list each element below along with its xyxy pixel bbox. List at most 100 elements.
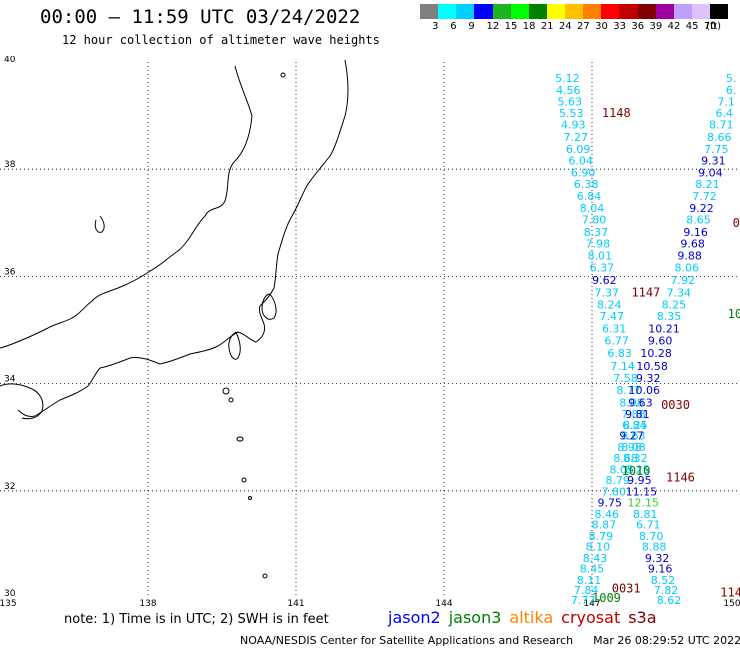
wave-height-value: 11.15 [626, 485, 658, 498]
wave-height-value: 5. [726, 72, 737, 85]
wave-height-value: 5.12 [555, 72, 580, 85]
credit-line: NOAA/NESDIS Center for Satellite Applica… [240, 634, 740, 647]
pass-time-label: 00 [733, 216, 740, 230]
wave-height-value: 8.35 [657, 310, 682, 323]
pacific-coastline [17, 59, 349, 417]
wave-height-value: 9.68 [680, 238, 705, 251]
wave-height-value: 7.27 [563, 131, 588, 144]
color-swatch [474, 4, 493, 19]
map-subtitle: 12 hour collection of altimeter wave hei… [62, 33, 380, 47]
wave-height-value: 8.04 [580, 202, 605, 215]
color-scale-bar [420, 4, 729, 19]
map-title: 00:00 – 11:59 UTC 03/24/2022 [40, 6, 361, 28]
wave-height-value: 8.08 [621, 441, 646, 454]
wave-height-value: 8.45 [580, 563, 605, 576]
wave-height-value: 8.68 [613, 452, 638, 465]
wave-height-value: 7.82 [654, 584, 679, 597]
wave-height-value: 5.63 [558, 96, 583, 109]
wave-height-value: 9.95 [627, 474, 652, 487]
wave-height-value: 8.08 [619, 396, 644, 409]
color-scale-value: 3 [432, 21, 439, 32]
wave-height-value: 10.06 [629, 384, 661, 397]
wave-height-value: 9.16 [648, 563, 673, 576]
wave-height-value: 9.16 [683, 226, 708, 239]
color-scale-value: 27 [577, 21, 590, 32]
color-swatch [673, 4, 692, 19]
wave-height-value: 6. [726, 84, 737, 97]
wave-height-value: 6.4 [715, 107, 733, 120]
legend-jason3: jason3 [448, 608, 502, 627]
wave-height-value: 9.60 [648, 335, 673, 348]
longitude-tick-label: 141 [287, 599, 304, 606]
color-swatch [655, 4, 674, 19]
island-outline [236, 436, 244, 442]
color-swatch [546, 4, 565, 19]
color-scale-value: 15 [504, 21, 518, 32]
wave-height-value: 10.58 [636, 360, 668, 373]
longitude-tick-label: 135 [0, 599, 17, 606]
legend-altika: altika [509, 608, 554, 627]
longitude-tick-label: 147 [583, 599, 600, 606]
wave-height-value: 8.81 [633, 508, 658, 521]
wave-height-value: 8.46 [595, 508, 620, 521]
color-swatch [583, 4, 602, 19]
wave-height-value: 7.72 [692, 190, 717, 203]
wave-height-value: 8.03 [660, 604, 685, 606]
wave-height-value: 7.75 [704, 143, 729, 156]
wave-height-value: 8.63 [621, 430, 646, 443]
wave-height-value: 8.88 [642, 541, 667, 554]
wave-height-value: 7.47 [599, 310, 624, 323]
satellite-legend: jason2 jason3 altika cryosat s3a [388, 608, 665, 627]
coastline [0, 59, 349, 420]
color-swatch [528, 4, 547, 19]
color-scale-labels: 3 6 9 12 15 18 21 24 27 30 33 36 39 42 45 70 (ft) [420, 21, 728, 33]
color-swatch [510, 4, 529, 19]
pass-time-label: 1145 [720, 586, 740, 600]
wave-height-value: 7.77 [571, 594, 596, 606]
latitude-tick-label: 34 [4, 375, 16, 385]
wave-height-value: 8.06 [674, 261, 699, 274]
pass-time-label: 1147 [631, 285, 660, 299]
longitude-tick-label: 150 [723, 599, 740, 606]
color-swatch [492, 4, 511, 19]
wave-height-value: 6.04 [568, 155, 593, 168]
color-swatch [637, 4, 656, 19]
wave-height-value: 8.79 [605, 474, 630, 487]
islands [222, 72, 286, 579]
wave-height-value: 9.32 [645, 552, 670, 565]
wave-height-value: 8.24 [597, 298, 622, 311]
wave-height-value: 9.22 [689, 202, 714, 215]
color-scale-value: 33 [613, 21, 627, 32]
wave-height-value: 7.80 [582, 214, 607, 227]
footnote: note: 1) Time is in UTC; 2) SWH is in fe… [64, 612, 329, 627]
wave-height-value: 9.32 [636, 372, 661, 385]
wave-height-value: 8.98 [617, 441, 642, 454]
wave-height-value: 6.38 [574, 178, 599, 191]
wave-height-value: 7.88 [621, 408, 646, 421]
pass-time-label: 1146 [666, 470, 695, 484]
wave-height-value: 10.21 [648, 322, 680, 335]
latitude-tick-label: 40 [4, 56, 16, 65]
wave-height-value: 8.77 [616, 384, 641, 397]
wave-height-value: 9.62 [592, 274, 617, 287]
wave-height-value: 8.25 [625, 463, 650, 476]
wave-height-value: 9.63 [628, 396, 653, 409]
wave-height-value: 10.28 [640, 347, 672, 360]
island-outline [228, 397, 234, 403]
generation-timestamp: Mar 26 08:29:52 UTC 2022 [593, 634, 740, 647]
graticule: 135 138 141 144 147 150 30 32 34 36 38 40 [0, 56, 740, 606]
wave-height-value: 8.21 [695, 178, 720, 191]
wave-height-value: 8.65 [686, 214, 711, 227]
wave-height-value: 8.87 [592, 519, 617, 532]
color-swatch [438, 4, 457, 19]
noto-peninsula [94, 215, 105, 233]
longitude-tick-label: 144 [435, 599, 452, 606]
latitude-tick-label: 38 [4, 160, 16, 170]
wave-height-value: 9.31 [701, 155, 726, 168]
color-scale-unit: (ft) [706, 21, 722, 32]
wave-height-value: 9.27 [619, 430, 644, 443]
wave-height-value: 7.84 [574, 584, 599, 597]
island-outline [280, 72, 286, 78]
wave-height-value: 8.25 [662, 298, 687, 311]
color-scale-value: 24 [558, 21, 572, 32]
